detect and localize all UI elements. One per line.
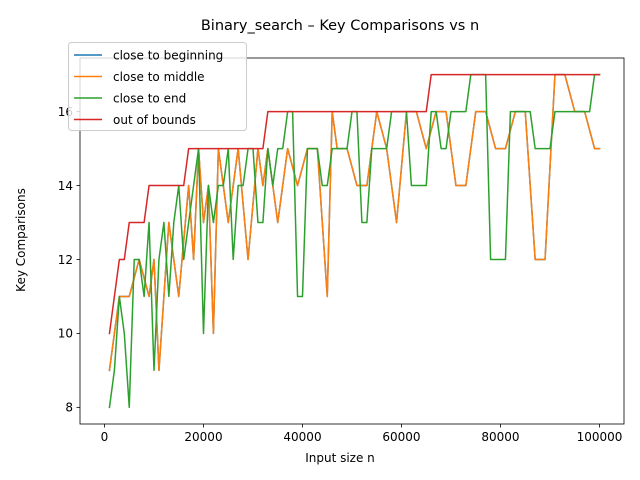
x-tick-label: 20000 xyxy=(184,430,222,444)
x-axis: 0 20000 40000 60000 80000 100000 xyxy=(101,424,623,444)
series-layer xyxy=(108,73,601,409)
y-axis-title: Key Comparisons xyxy=(14,188,28,292)
legend-box xyxy=(68,42,247,131)
legend-label-2: close to middle xyxy=(113,70,205,84)
x-tick-label: 80000 xyxy=(481,430,519,444)
x-tick-label: 100000 xyxy=(577,430,623,444)
y-tick-label: 10 xyxy=(58,327,73,341)
legend-label-1: close to beginning xyxy=(113,48,223,62)
plot-area-frame xyxy=(79,57,625,425)
y-tick-label: 12 xyxy=(58,253,73,267)
legend: close to beginning close to middle close t… xyxy=(68,42,247,131)
legend-label-3: close to end xyxy=(113,91,186,105)
y-tick-label: 14 xyxy=(58,179,73,193)
x-tick-label: 40000 xyxy=(283,430,321,444)
x-axis-title: Input size n xyxy=(305,451,375,465)
series-line-4 xyxy=(108,73,601,335)
x-tick-label: 60000 xyxy=(382,430,420,444)
x-tick-label: 0 xyxy=(101,430,109,444)
chart-title: Binary_search – Key Comparisons vs n xyxy=(201,18,479,34)
y-tick-label: 8 xyxy=(65,401,73,415)
legend-label-4: out of bounds xyxy=(113,113,196,127)
